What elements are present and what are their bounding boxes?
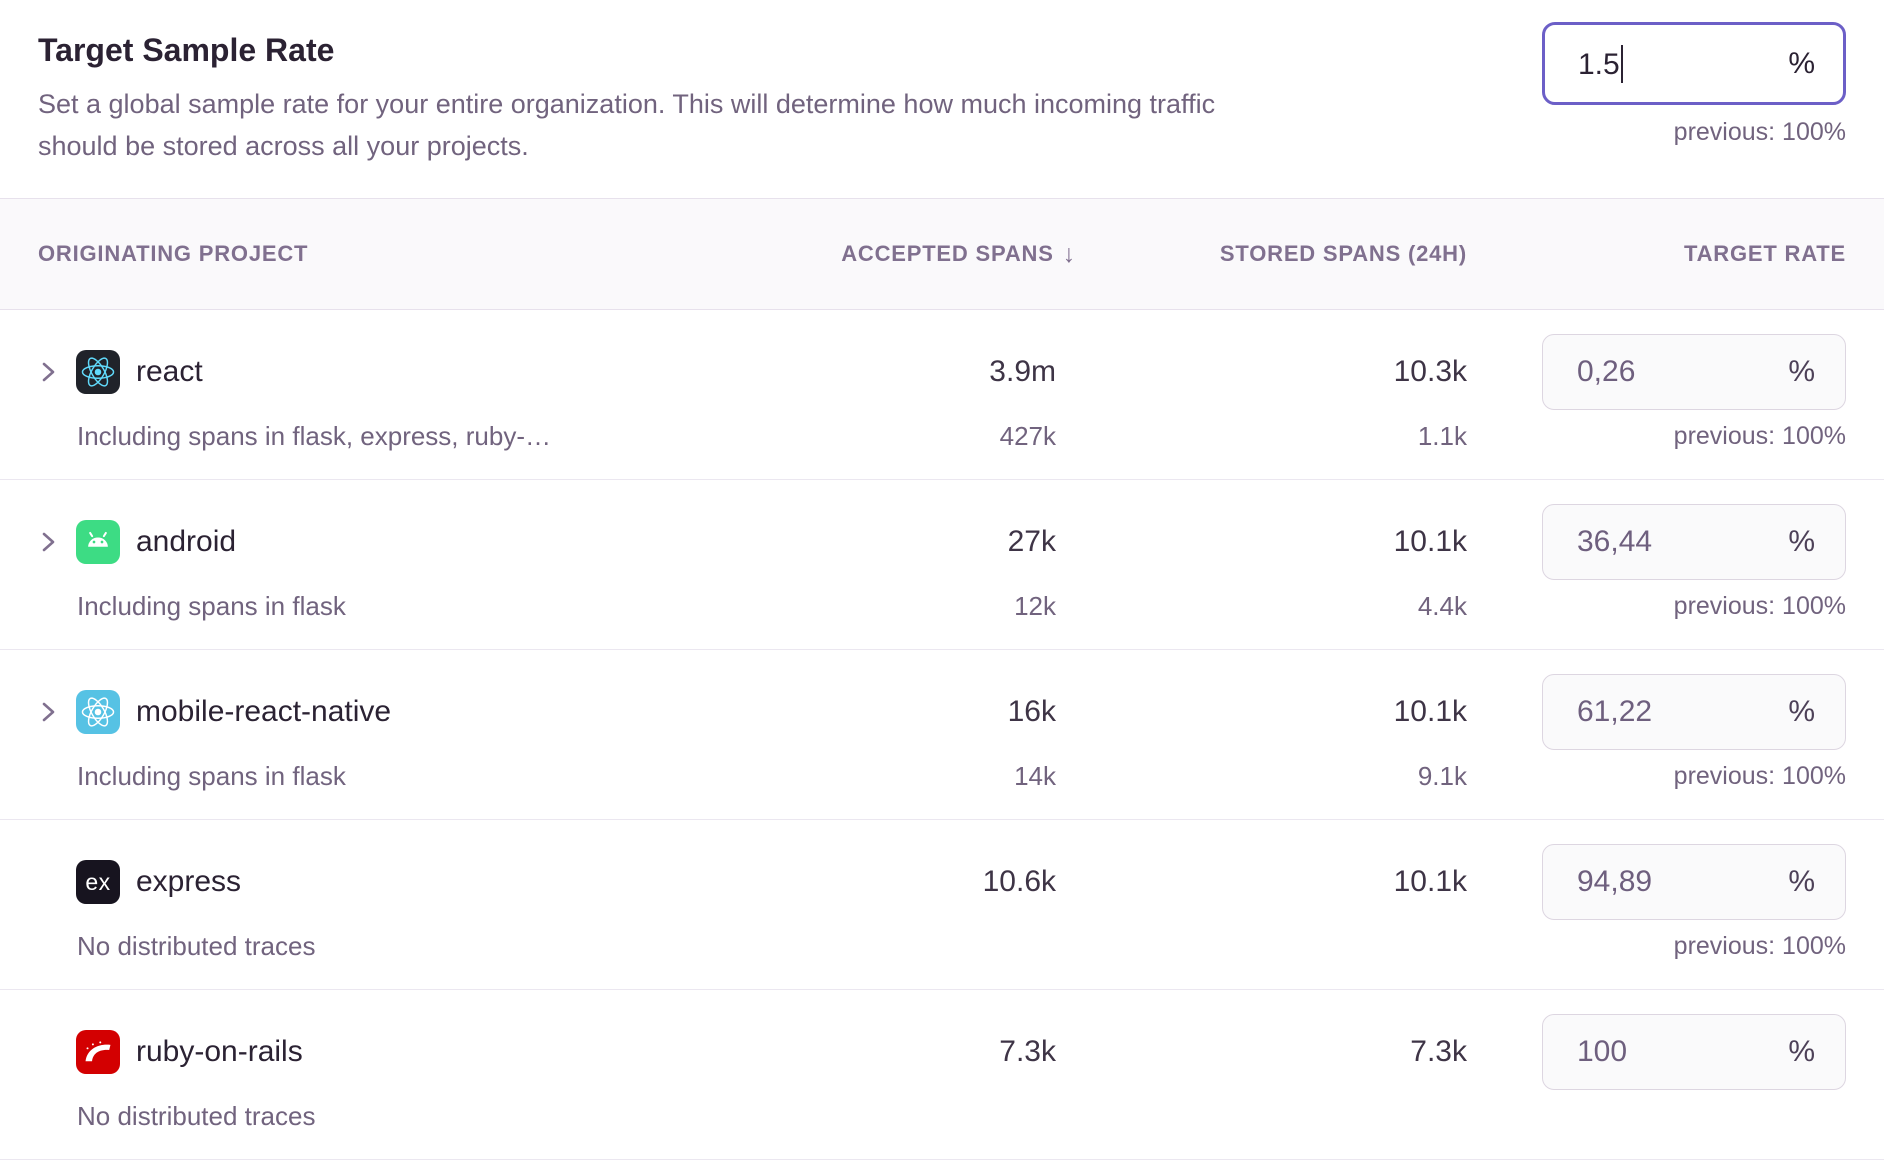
global-sample-rate-value: 1.5 <box>1578 44 1623 83</box>
stored-spans-sub-value: 4.4k <box>1417 590 1467 621</box>
description-line1: Set a global sample rate for your entire… <box>38 89 1216 119</box>
stored-spans-sub-value <box>1076 926 1467 966</box>
rails-project-icon <box>76 1030 120 1074</box>
percent-sign: % <box>1788 865 1815 898</box>
stored-spans-value: 10.1k <box>1393 865 1467 898</box>
target-rate-value: 94,89 <box>1577 865 1653 898</box>
react-native-project-icon <box>76 690 120 734</box>
table-row: ex express 10.6k 10.1k 94,89 % No distri… <box>0 820 1884 990</box>
global-sample-rate-input[interactable]: 1.5 % <box>1542 22 1846 105</box>
accepted-spans-sub-value: 14k <box>1014 760 1056 791</box>
row-sub-label: Including spans in flask <box>77 590 346 621</box>
target-rate-value: 0,26 <box>1577 355 1636 388</box>
percent-sign: % <box>1788 355 1815 388</box>
table-row: ruby-on-rails 7.3k 7.3k 100 % No distrib… <box>0 990 1884 1160</box>
accepted-spans-sub-value: 12k <box>1014 590 1056 621</box>
stored-spans-sub-value <box>1076 1096 1467 1136</box>
project-name: express <box>136 865 242 898</box>
previous-rate-label: previous: 100% <box>1673 118 1846 146</box>
android-project-icon <box>76 520 120 564</box>
sort-descending-icon: ↓ <box>1062 239 1076 268</box>
percent-sign: % <box>1788 1035 1815 1068</box>
accepted-spans-sub-value: 427k <box>999 420 1056 451</box>
percent-sign: % <box>1788 46 1815 80</box>
accepted-spans-sub-value <box>676 926 1076 966</box>
stored-spans-value: 7.3k <box>1410 1035 1467 1068</box>
accepted-spans-sub-value <box>676 1096 1076 1136</box>
row-sub-label: No distributed traces <box>77 930 316 961</box>
percent-sign: % <box>1788 695 1815 728</box>
stored-spans-sub-value: 1.1k <box>1417 420 1467 451</box>
target-rate-input[interactable]: 100 % <box>1542 1014 1846 1090</box>
target-rate-input[interactable]: 61,22 % <box>1542 674 1846 750</box>
row-sub-label: No distributed traces <box>77 1100 316 1131</box>
target-sample-rate-section: Target Sample Rate Set a global sample r… <box>0 0 1884 198</box>
page-title: Target Sample Rate <box>38 32 335 68</box>
target-rate-input[interactable]: 0,26 % <box>1542 334 1846 410</box>
expand-chevron-icon[interactable] <box>40 531 56 553</box>
column-target-rate: TARGET RATE <box>1684 241 1846 266</box>
target-rate-value: 100 <box>1577 1035 1628 1068</box>
percent-sign: % <box>1788 525 1815 558</box>
accepted-spans-value: 27k <box>1007 525 1056 558</box>
table-row: react 3.9m 10.3k 0,26 % Including spans … <box>0 310 1884 480</box>
column-accepted-spans-label: ACCEPTED SPANS <box>841 241 1054 266</box>
accepted-spans-value: 3.9m <box>989 355 1056 388</box>
table-row: mobile-react-native 16k 10.1k 61,22 % In… <box>0 650 1884 820</box>
previous-rate-label: previous: 100% <box>1673 931 1846 960</box>
row-sub-label: Including spans in flask <box>77 760 346 791</box>
express-icon-text: ex <box>85 868 111 895</box>
stored-spans-value: 10.1k <box>1393 695 1467 728</box>
section-description: Set a global sample rate for your entire… <box>38 83 1846 167</box>
column-originating-project: ORIGINATING PROJECT <box>38 241 309 266</box>
accepted-spans-value: 10.6k <box>982 865 1056 898</box>
description-line2: should be stored across all your project… <box>38 131 529 161</box>
react-project-icon <box>76 350 120 394</box>
stored-spans-value: 10.1k <box>1393 525 1467 558</box>
stored-spans-value: 10.3k <box>1393 355 1467 388</box>
row-sub-label: Including spans in flask, express, ruby-… <box>77 420 551 451</box>
previous-rate-label: previous: 100% <box>1673 761 1846 790</box>
table-row: android 27k 10.1k 36,44 % Including span… <box>0 480 1884 650</box>
column-stored-spans: STORED SPANS (24H) <box>1219 241 1467 266</box>
target-rate-input[interactable]: 36,44 % <box>1542 504 1846 580</box>
accepted-spans-value: 16k <box>1007 695 1056 728</box>
project-name: android <box>136 525 237 558</box>
project-name: react <box>136 355 203 388</box>
accepted-spans-value: 7.3k <box>999 1035 1056 1068</box>
text-cursor <box>1620 44 1623 83</box>
stored-spans-sub-value: 9.1k <box>1417 760 1467 791</box>
target-rate-input[interactable]: 94,89 % <box>1542 844 1846 920</box>
previous-rate-label: previous: 100% <box>1673 591 1846 620</box>
column-accepted-spans[interactable]: ACCEPTED SPANS ↓ <box>676 240 1076 269</box>
project-name: ruby-on-rails <box>136 1035 303 1068</box>
target-rate-value: 36,44 <box>1577 525 1653 558</box>
express-project-icon: ex <box>76 860 120 904</box>
previous-rate-label <box>1467 1096 1846 1136</box>
previous-rate-label: previous: 100% <box>1673 421 1846 450</box>
expand-chevron-icon[interactable] <box>40 701 56 723</box>
project-name: mobile-react-native <box>136 695 392 728</box>
expand-chevron-icon[interactable] <box>40 361 56 383</box>
table-header: ORIGINATING PROJECT ACCEPTED SPANS ↓ STO… <box>0 198 1884 310</box>
target-rate-value: 61,22 <box>1577 695 1653 728</box>
